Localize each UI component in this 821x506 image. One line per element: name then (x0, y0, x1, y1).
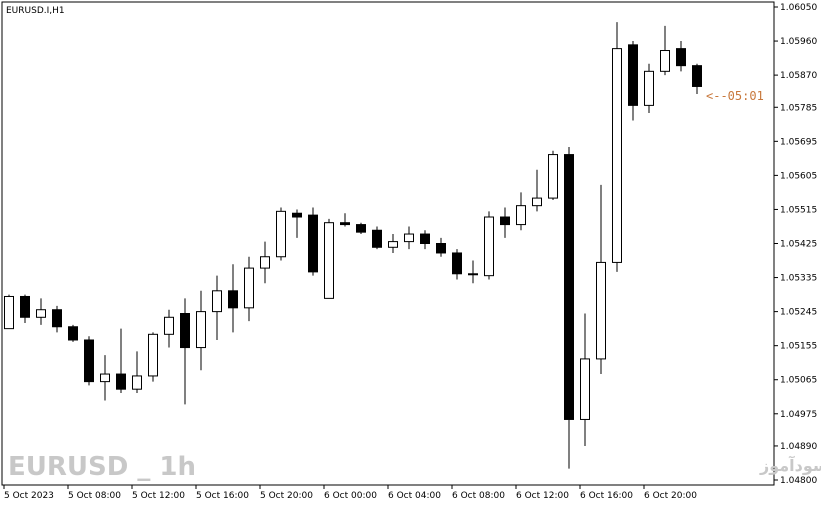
price-tick-label: 1.05960 (780, 37, 817, 47)
candle-body-bearish (84, 339, 94, 383)
time-tick-label: 6 Oct 12:00 (516, 491, 569, 501)
candle-body-bearish (420, 233, 430, 244)
candle-body-bullish (148, 333, 158, 377)
time-tick-label: 6 Oct 20:00 (644, 491, 697, 501)
candle-body-bullish (4, 295, 14, 330)
price-axis: 1.06050 1.05960 1.05870 1.05785 1.05695 1.056… (774, 3, 817, 486)
candle-body-bearish (452, 252, 462, 275)
candle-body-bullish (36, 309, 46, 318)
candle-body-bearish (116, 373, 126, 390)
price-tick-label: 1.05155 (780, 342, 817, 352)
candle-body-bearish (356, 224, 366, 233)
candle-body-bullish (244, 267, 254, 309)
candle-body-bullish (596, 261, 606, 360)
candle-body-bullish (212, 290, 222, 313)
candle-body-bearish (340, 222, 350, 226)
candle-body-bullish (644, 70, 654, 106)
time-tick-label: 5 Oct 2023 (4, 491, 54, 501)
candles-group (4, 22, 702, 469)
candle-body-bearish (692, 65, 702, 87)
time-tick-label: 6 Oct 04:00 (388, 491, 441, 501)
price-tick-label: 1.04975 (780, 410, 817, 420)
candle-body-bullish (516, 205, 526, 226)
time-tick-label: 6 Oct 08:00 (452, 491, 505, 501)
candle-body-bearish (52, 309, 62, 328)
time-tick-label: 5 Oct 20:00 (260, 491, 313, 501)
symbol-label: EURUSD.I,H1 (6, 6, 65, 16)
candle-body-bullish (484, 216, 494, 277)
time-tick-label: 5 Oct 12:00 (132, 491, 185, 501)
candle-body-bullish (388, 241, 398, 248)
candle-body-bullish (324, 222, 334, 299)
time-axis: 5 Oct 2023 5 Oct 08:00 5 Oct 12:00 5 Oct 16… (3, 485, 697, 501)
watermark-right: انتشار در سایت سودآموز (759, 455, 821, 475)
price-tick-label: 1.05425 (780, 240, 817, 250)
time-tick-label: 5 Oct 08:00 (68, 491, 121, 501)
price-tick-label: 1.05785 (780, 103, 817, 113)
candle-body-bullish (660, 50, 670, 72)
candle-body-bearish (228, 290, 238, 309)
candle-body-bearish (500, 216, 510, 226)
candle-body-bullish (132, 375, 142, 390)
candle-body-bearish (628, 44, 638, 106)
price-tick-label: 1.04890 (780, 442, 817, 452)
candle-body-bearish (20, 295, 30, 318)
price-tick-label: 1.06050 (780, 3, 817, 13)
candle-body-bullish (404, 233, 414, 243)
time-tick-label: 6 Oct 16:00 (580, 491, 633, 501)
candle-body-bearish (676, 48, 686, 67)
candle-body-bullish (532, 197, 542, 207)
candle-body-bearish (68, 326, 78, 341)
price-tick-label: 1.05065 (780, 376, 817, 386)
price-tick-label: 1.05335 (780, 274, 817, 284)
time-tick-label: 5 Oct 16:00 (196, 491, 249, 501)
candle-body-bullish (580, 358, 590, 420)
candle-body-bullish (196, 311, 206, 349)
candle-body-bullish (164, 316, 174, 335)
candle-body-bearish (564, 154, 574, 420)
price-tick-label: 1.04800 (780, 476, 817, 486)
candle-body-bearish (292, 212, 302, 218)
candle-body-bullish (612, 48, 622, 263)
time-tick-label: 6 Oct 00:00 (324, 491, 377, 501)
candle-body-bearish (180, 313, 190, 349)
candle-body-bearish (372, 229, 382, 248)
price-tick-label: 1.05515 (780, 205, 817, 215)
candle-body-bearish (308, 214, 318, 273)
candle-body-bullish (468, 273, 478, 276)
candle-body-bearish (436, 243, 446, 254)
candle-body-bullish (276, 210, 286, 258)
price-tick-label: 1.05870 (780, 71, 817, 81)
candle-body-bullish (100, 373, 110, 383)
candle-timer-label: <--05:01 (706, 89, 764, 103)
price-tick-label: 1.05695 (780, 137, 817, 147)
watermark-left: EURUSD _ 1h (8, 452, 196, 482)
candle-body-bullish (548, 154, 558, 199)
price-tick-label: 1.05605 (780, 171, 817, 181)
candle-body-bullish (260, 256, 270, 269)
price-tick-label: 1.05245 (780, 308, 817, 318)
